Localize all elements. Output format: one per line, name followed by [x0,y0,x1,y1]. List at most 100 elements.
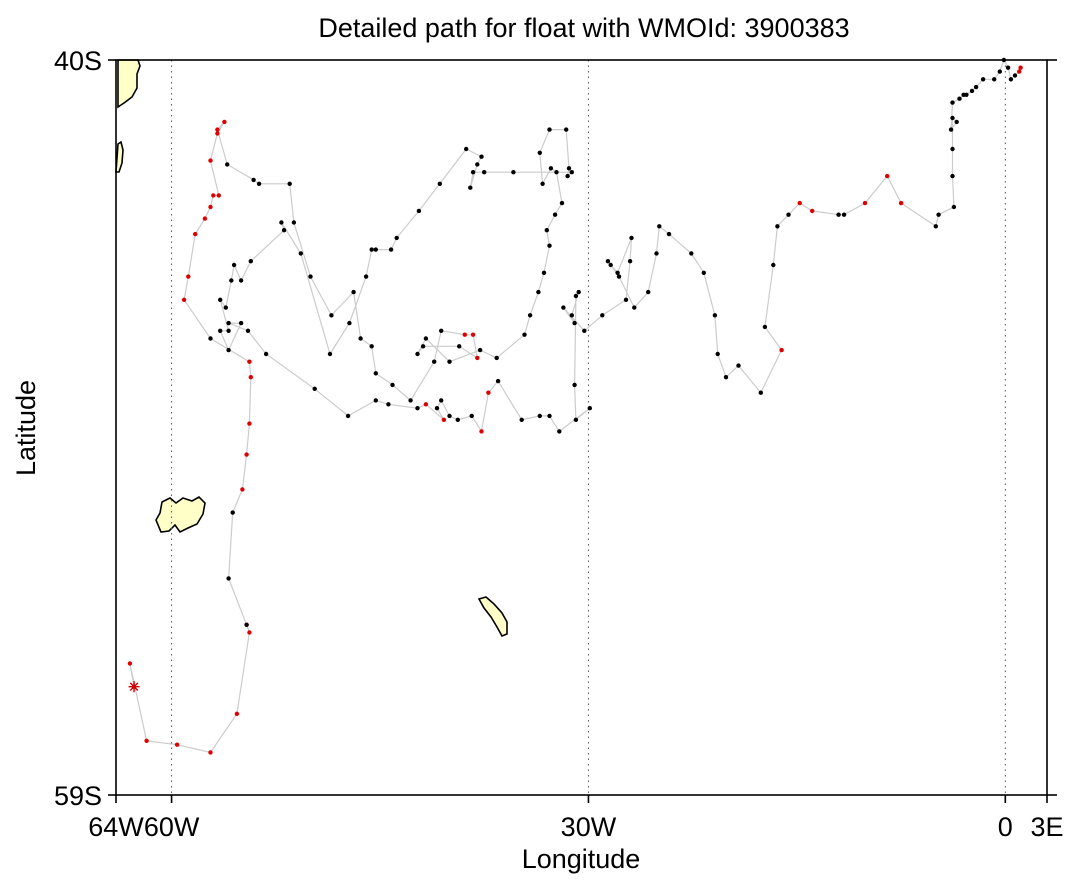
float-position [629,235,634,241]
float-position [218,297,223,302]
float-position [552,212,558,217]
float-position-flagged [247,630,252,635]
float-position [245,328,251,333]
float-position [390,382,395,388]
start-position-asterisk [128,681,140,693]
float-position [541,270,547,275]
x-tick-label: 0 [998,812,1013,842]
float-position [948,127,954,132]
float-position [208,336,213,341]
float-position [477,347,483,353]
float-position [373,371,378,376]
float-position [470,170,476,175]
float-position-flagged [211,193,216,198]
float-position [479,154,484,159]
float-position [564,127,569,132]
x-tick-label: 60W [144,812,200,842]
float-position [358,336,363,341]
float-position [712,313,718,318]
float-position-flagged [1017,69,1022,74]
float-position [522,332,527,337]
float-position [951,204,957,210]
float-position-flagged [248,375,253,380]
float-position [439,328,444,333]
x-tick-label: 64W [88,812,144,842]
float-position [244,622,249,627]
float-path [129,58,1022,754]
float-position [256,181,262,186]
float-position [298,251,303,256]
float-positions [127,57,1023,755]
float-position [388,247,394,252]
float-position [537,150,542,155]
float-position-flagged [1018,65,1023,70]
float-position [600,313,605,318]
float-position-flagged [215,127,220,132]
float-position [689,251,694,256]
float-position-flagged [244,452,249,457]
float-position [447,413,452,419]
float-position [447,359,452,364]
float-position [786,212,791,217]
float-position [992,77,997,82]
float-position-flagged [186,274,191,279]
float-position [573,293,579,299]
float-position [223,305,228,310]
float-position [547,127,552,132]
float-position [559,200,565,206]
float-position [457,344,462,349]
float-position [482,170,487,175]
float-track-line [129,58,1022,754]
float-position [369,247,374,252]
float-position-flagged [127,661,133,666]
float-position [616,274,622,279]
float-position [1005,65,1011,70]
float-position [623,297,629,302]
float-position [771,262,776,268]
float-position [997,69,1002,74]
float-position-flagged [174,742,180,747]
float-position [263,351,269,357]
chart-title: Detailed path for float with WMOId: 3900… [318,13,849,43]
float-position-flagged [208,204,213,210]
float-position [408,398,413,403]
float-position [547,243,552,248]
float-position [415,406,420,411]
float-position-flagged [216,193,221,198]
float-position [455,417,460,422]
float-position [420,344,426,349]
float-position [494,355,499,361]
float-position [715,351,720,357]
float-position-flagged [779,347,784,353]
float-position [557,429,562,434]
float-position [565,173,570,179]
float-position [957,96,962,101]
x-tick-label: 30W [561,812,617,842]
float-position [416,208,422,214]
float-position [762,324,768,330]
float-position [587,406,592,411]
float-position [627,259,633,264]
float-position-flagged [479,429,484,434]
float-position [547,413,552,419]
float-position [548,166,554,171]
float-position [423,336,429,341]
float-position [964,92,969,98]
y-tick-label: 40S [54,46,102,76]
float-position [238,278,244,283]
float-position [231,262,237,268]
float-position [281,228,287,233]
float-position [775,224,780,229]
south-america-coast-land [115,140,124,173]
float-position [347,320,352,326]
float-position [615,270,620,275]
float-position [434,406,440,411]
float-position [373,398,378,403]
float-position [537,413,542,419]
float-position [736,363,741,368]
float-position [969,88,975,94]
start-marker [128,681,140,693]
float-position [569,313,574,318]
float-position-flagged [193,231,198,237]
